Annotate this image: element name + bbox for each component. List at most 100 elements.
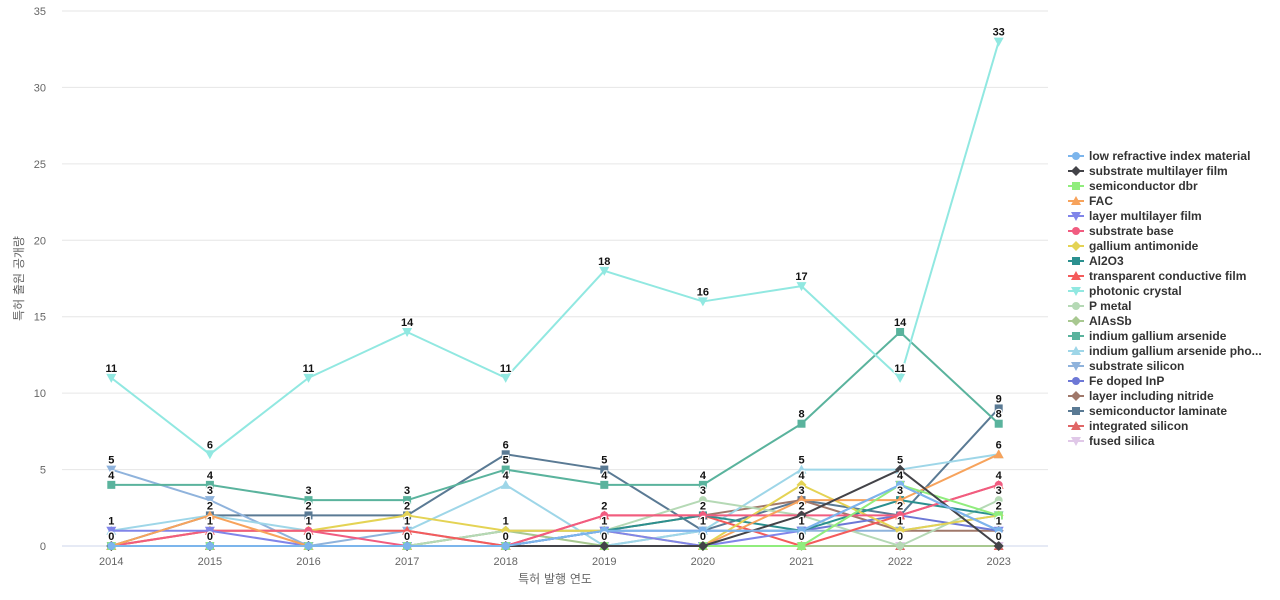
data-point	[895, 464, 906, 475]
data-label: 6	[207, 439, 213, 451]
data-label: 11	[105, 363, 117, 375]
x-tick-label: 2017	[395, 556, 419, 568]
legend-item[interactable]: semiconductor dbr	[1068, 179, 1198, 193]
legend-item[interactable]: substrate multilayer film	[1068, 164, 1228, 178]
data-point	[600, 465, 609, 474]
legend-item[interactable]: Fe doped InP	[1068, 374, 1164, 388]
data-label: 3	[404, 485, 410, 497]
series-line	[111, 331, 1000, 502]
data-label: 8	[996, 409, 1002, 421]
legend-item[interactable]: substrate silicon	[1068, 359, 1184, 373]
data-label: 5	[798, 455, 804, 467]
legend-label: layer including nitride	[1089, 389, 1214, 403]
y-tick-label: 20	[34, 235, 46, 247]
legend-item[interactable]: semiconductor laminate	[1068, 404, 1227, 418]
series-indium-gallium-arsenide	[107, 328, 1003, 505]
legend-label: transparent conductive film	[1089, 269, 1246, 283]
legend-marker	[1071, 166, 1081, 176]
x-tick-label: 2020	[691, 556, 715, 568]
data-label: 5	[503, 455, 509, 467]
data-label: 3	[207, 485, 213, 497]
legend-marker	[1072, 377, 1080, 385]
data-label: 1	[996, 516, 1002, 528]
legend-label: semiconductor dbr	[1089, 179, 1198, 193]
data-label: 9	[996, 393, 1002, 405]
data-point	[994, 511, 1003, 520]
legend-label: gallium antimonide	[1089, 239, 1199, 253]
legend-label: Fe doped InP	[1089, 374, 1164, 388]
data-label: 0	[305, 531, 311, 543]
legend-marker	[1071, 437, 1081, 446]
data-label: 2	[207, 500, 213, 512]
data-label: 11	[303, 363, 315, 375]
data-label: 3	[700, 485, 706, 497]
data-label: 4	[601, 470, 608, 482]
legend-item[interactable]: photonic crystal	[1068, 284, 1182, 298]
data-point	[599, 266, 610, 276]
data-point	[204, 450, 215, 460]
data-label: 5	[897, 455, 903, 467]
data-label: 4	[897, 470, 904, 482]
data-label: 17	[795, 271, 807, 283]
legend-item[interactable]: gallium antimonide	[1068, 239, 1199, 253]
legend-item[interactable]: AlAsSb	[1068, 314, 1132, 328]
legend-marker	[1072, 407, 1080, 415]
legend-label: substrate multilayer film	[1089, 164, 1228, 178]
data-label: 11	[894, 363, 906, 375]
legend-marker	[1071, 391, 1081, 401]
series-line	[111, 453, 999, 547]
legend-item[interactable]: indium gallium arsenide pho...	[1068, 344, 1262, 358]
data-label: 4	[996, 470, 1003, 482]
legend-item[interactable]: low refractive index material	[1068, 149, 1250, 163]
legend-label: P metal	[1089, 299, 1131, 313]
legend-item[interactable]: FAC	[1068, 194, 1113, 208]
data-point	[697, 541, 708, 551]
legend-marker	[1071, 241, 1081, 251]
data-label: 3	[798, 485, 804, 497]
data-point	[698, 480, 707, 489]
data-point	[796, 495, 807, 505]
data-point	[796, 510, 807, 521]
legend-label: semiconductor laminate	[1089, 404, 1227, 418]
data-label: 1	[700, 516, 706, 528]
legend-label: fused silica	[1089, 434, 1155, 448]
data-point	[698, 496, 707, 505]
data-point	[993, 37, 1004, 47]
data-label: 0	[897, 531, 903, 543]
data-point	[402, 328, 413, 337]
data-point	[303, 373, 314, 383]
legend-item[interactable]: layer including nitride	[1068, 389, 1214, 403]
x-tick-label: 2018	[493, 556, 517, 568]
data-point	[106, 526, 117, 536]
legend-item[interactable]: Al2O3	[1068, 254, 1124, 268]
data-point	[698, 511, 707, 520]
y-tick-label: 10	[34, 388, 46, 400]
data-label: 4	[503, 470, 510, 482]
legend-item[interactable]: P metal	[1068, 299, 1131, 313]
data-label: 0	[798, 531, 804, 543]
legend-item[interactable]: layer multilayer film	[1068, 209, 1202, 223]
legend-item[interactable]: integrated silicon	[1068, 419, 1188, 433]
data-label: 1	[798, 516, 804, 528]
legend-marker	[1071, 212, 1081, 221]
data-point	[501, 542, 510, 550]
legend-item[interactable]: indium gallium arsenide	[1068, 329, 1227, 343]
x-tick-label: 2015	[198, 556, 222, 568]
legend-item[interactable]: substrate base	[1068, 224, 1174, 238]
legend-label: integrated silicon	[1089, 419, 1188, 433]
data-point	[304, 542, 313, 550]
data-point	[797, 526, 806, 535]
data-point	[304, 496, 313, 505]
data-point	[896, 328, 905, 336]
data-point	[403, 542, 412, 550]
legend-item[interactable]: fused silica	[1068, 434, 1155, 448]
y-tick-label: 35	[34, 6, 46, 18]
data-label: 14	[401, 317, 414, 329]
data-label: 8	[798, 409, 804, 421]
data-point	[500, 525, 511, 536]
data-label: 2	[798, 500, 804, 512]
data-label: 1	[207, 516, 213, 528]
legend-item[interactable]: transparent conductive film	[1068, 269, 1246, 283]
